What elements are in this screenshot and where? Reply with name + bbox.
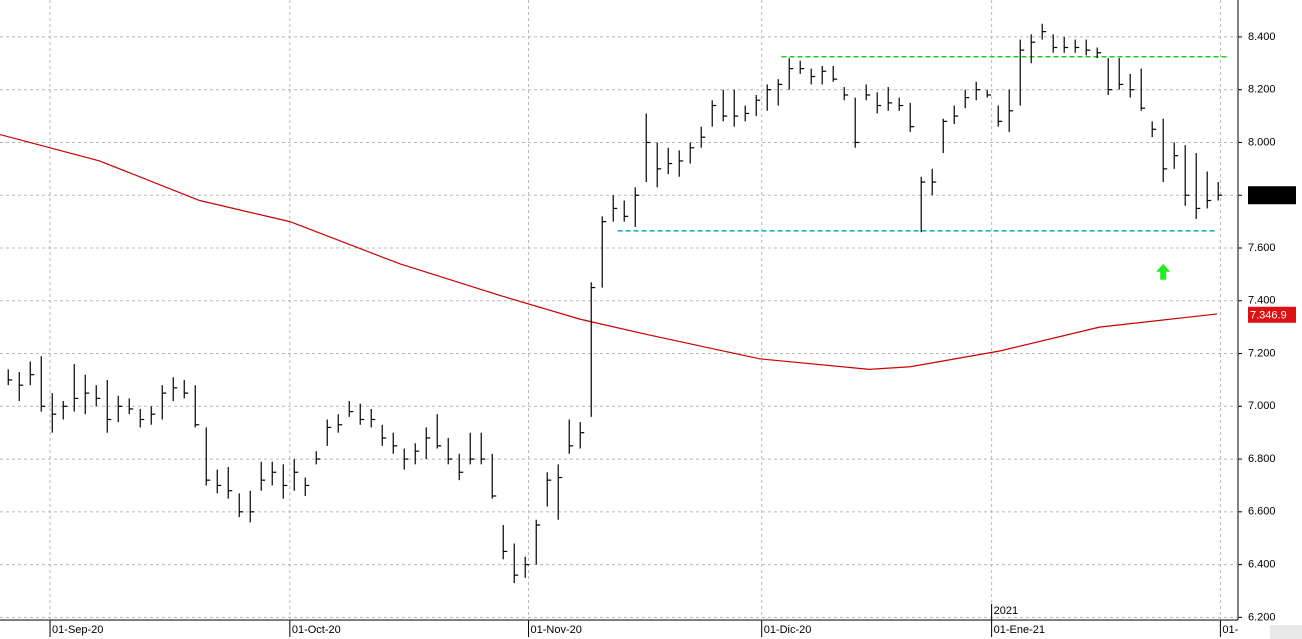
y-tick-label: 7.200 <box>1248 347 1276 359</box>
y-tick-label: 8.200 <box>1248 84 1276 96</box>
x-tick-label: 01-Nov-20 <box>531 624 582 636</box>
arrow <box>1156 263 1171 280</box>
y-tick-label: 7.600 <box>1248 242 1276 254</box>
y-tick-label: 6.600 <box>1248 506 1276 518</box>
last-price-box <box>1248 186 1296 205</box>
y-tick-label: 8.400 <box>1248 31 1276 43</box>
x-tick-label: 01-Dic-20 <box>764 624 812 636</box>
y-tick-label: 6.800 <box>1248 453 1276 465</box>
moving-average <box>0 133 1218 370</box>
year-label: 2021 <box>994 605 1018 617</box>
x-tick-label: 01- <box>1222 624 1238 636</box>
x-tick-label: 01-Oct-20 <box>292 624 341 636</box>
x-tick-label: 01-Sep-20 <box>52 624 103 636</box>
ma-value-label: 7.346.9 <box>1250 310 1287 322</box>
ma-value-box <box>1248 306 1296 323</box>
toolbar-icons[interactable] <box>1270 625 1302 639</box>
y-tick-label: 7.400 <box>1248 295 1276 307</box>
y-tick-label: 6.200 <box>1248 611 1276 623</box>
x-tick-label: 01-Ene-21 <box>994 624 1045 636</box>
y-tick-label: 8.000 <box>1248 136 1276 148</box>
y-tick-label: 6.400 <box>1248 559 1276 571</box>
y-tick-label: 7.000 <box>1248 400 1276 412</box>
